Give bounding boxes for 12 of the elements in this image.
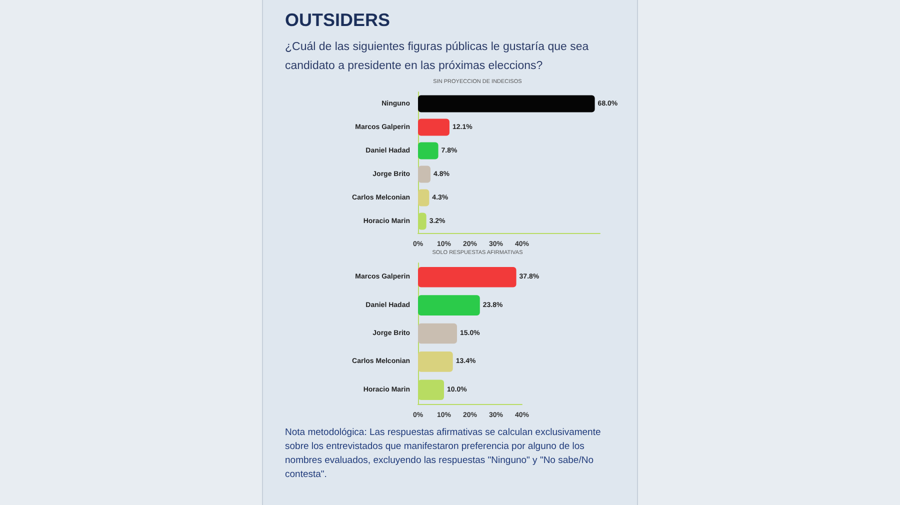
bar bbox=[418, 323, 457, 344]
bar bbox=[418, 118, 450, 136]
bar bbox=[418, 142, 438, 160]
bar bbox=[418, 266, 516, 288]
bar bbox=[418, 189, 430, 206]
bar bbox=[418, 95, 595, 112]
bar bbox=[418, 166, 430, 183]
bar bbox=[418, 352, 453, 372]
bar bbox=[418, 295, 480, 316]
chart-title: OUTSIDERS bbox=[284, 9, 392, 32]
chart-subtitle: ¿Cuál de las siguientes figuras públicas le gustaría que sea candidato a presidente en las próximas eleccions? bbox=[284, 40, 590, 74]
text: Nota metodológica: Las respuestas afirmativas se calculan exclusivamente sobre los entrevistados que manifestaron preferencia por alguno de los nombres evaluados, excluyendo las respuestas "Ninguno" y "No sabe/No contesta". bbox=[284, 426, 602, 482]
